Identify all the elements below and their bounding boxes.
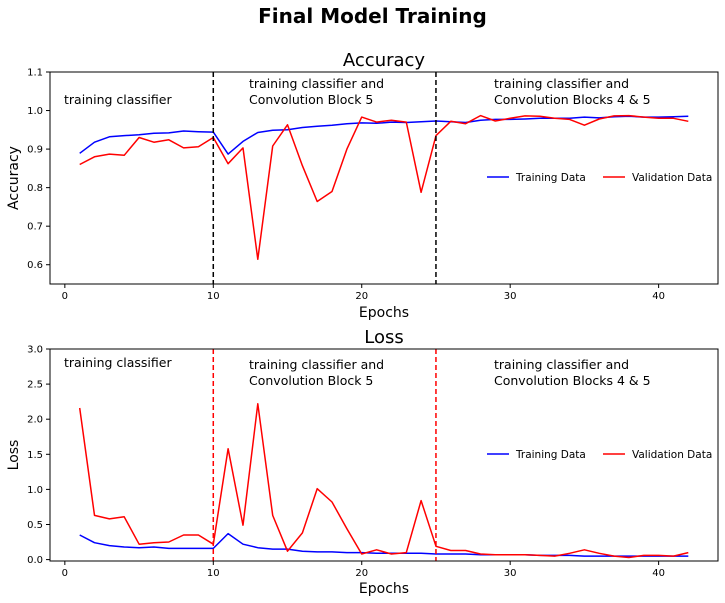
loss-xtick-label: 10 bbox=[207, 568, 220, 579]
accuracy-ytick-label: 1.0 bbox=[27, 106, 43, 117]
accuracy-xtick-label: 10 bbox=[207, 291, 220, 302]
accuracy-xtick-label: 0 bbox=[62, 291, 68, 302]
accuracy-ytick-label: 0.8 bbox=[27, 183, 43, 194]
accuracy-ylabel: Accuracy bbox=[6, 146, 22, 210]
accuracy-legend-label-training: Training Data bbox=[515, 172, 586, 184]
accuracy-ytick-label: 0.9 bbox=[27, 145, 43, 156]
loss-xtick-label: 20 bbox=[355, 568, 368, 579]
loss-axes-frame bbox=[49, 348, 719, 562]
loss-ytick-label: 1.0 bbox=[27, 485, 43, 496]
loss-legend-label-training: Training Data bbox=[515, 449, 586, 461]
accuracy-legend-label-validation: Validation Data bbox=[632, 172, 712, 184]
loss-annotation-2: Convolution Block 5 bbox=[249, 373, 373, 388]
loss-ytick-label: 2.5 bbox=[27, 380, 43, 391]
accuracy-annotation-3: Convolution Blocks 4 & 5 bbox=[494, 92, 651, 107]
accuracy-series-validation-line bbox=[79, 114, 689, 261]
loss-xtick-label: 40 bbox=[652, 568, 665, 579]
accuracy-axes-frame bbox=[49, 71, 719, 285]
loss-xtick-label: 0 bbox=[62, 568, 68, 579]
accuracy-ytick-label: 0.6 bbox=[27, 260, 43, 271]
loss-series-validation-line bbox=[78, 403, 689, 559]
loss-legend-label-validation: Validation Data bbox=[632, 449, 712, 461]
accuracy-ytick-label: 0.7 bbox=[27, 222, 43, 233]
loss-ytick-label: 0.5 bbox=[27, 520, 43, 531]
accuracy-xtick-label: 40 bbox=[652, 291, 665, 302]
accuracy-annotation-3: training classifier and bbox=[494, 76, 629, 91]
loss-annotation-1: training classifier bbox=[64, 355, 172, 370]
loss-xtick-label: 30 bbox=[504, 568, 517, 579]
accuracy-ytick-label: 1.1 bbox=[27, 68, 43, 79]
loss-ytick-label: 1.5 bbox=[27, 450, 43, 461]
loss-xlabel: Epochs bbox=[359, 581, 409, 597]
loss-annotation-3: training classifier and bbox=[494, 357, 629, 372]
accuracy-annotation-1: training classifier bbox=[64, 92, 172, 107]
accuracy-xtick-label: 20 bbox=[355, 291, 368, 302]
loss-annotation-3: Convolution Blocks 4 & 5 bbox=[494, 373, 651, 388]
loss-ytick-label: 2.0 bbox=[27, 415, 43, 426]
accuracy-series-training-line bbox=[79, 115, 689, 155]
accuracy-annotation-2: training classifier and bbox=[249, 76, 384, 91]
loss-annotation-2: training classifier and bbox=[249, 357, 384, 372]
loss-ytick-label: 3.0 bbox=[27, 345, 43, 356]
figure-title: Final Model Training bbox=[258, 4, 487, 28]
accuracy-xtick-label: 30 bbox=[504, 291, 517, 302]
accuracy-annotation-2: Convolution Block 5 bbox=[249, 92, 373, 107]
loss-ytick-label: 0.0 bbox=[27, 555, 43, 566]
accuracy-title: Accuracy bbox=[343, 50, 426, 71]
loss-series-training-line bbox=[79, 532, 689, 557]
loss-title: Loss bbox=[364, 327, 403, 348]
accuracy-xlabel: Epochs bbox=[359, 305, 409, 321]
loss-ylabel: Loss bbox=[6, 440, 22, 471]
